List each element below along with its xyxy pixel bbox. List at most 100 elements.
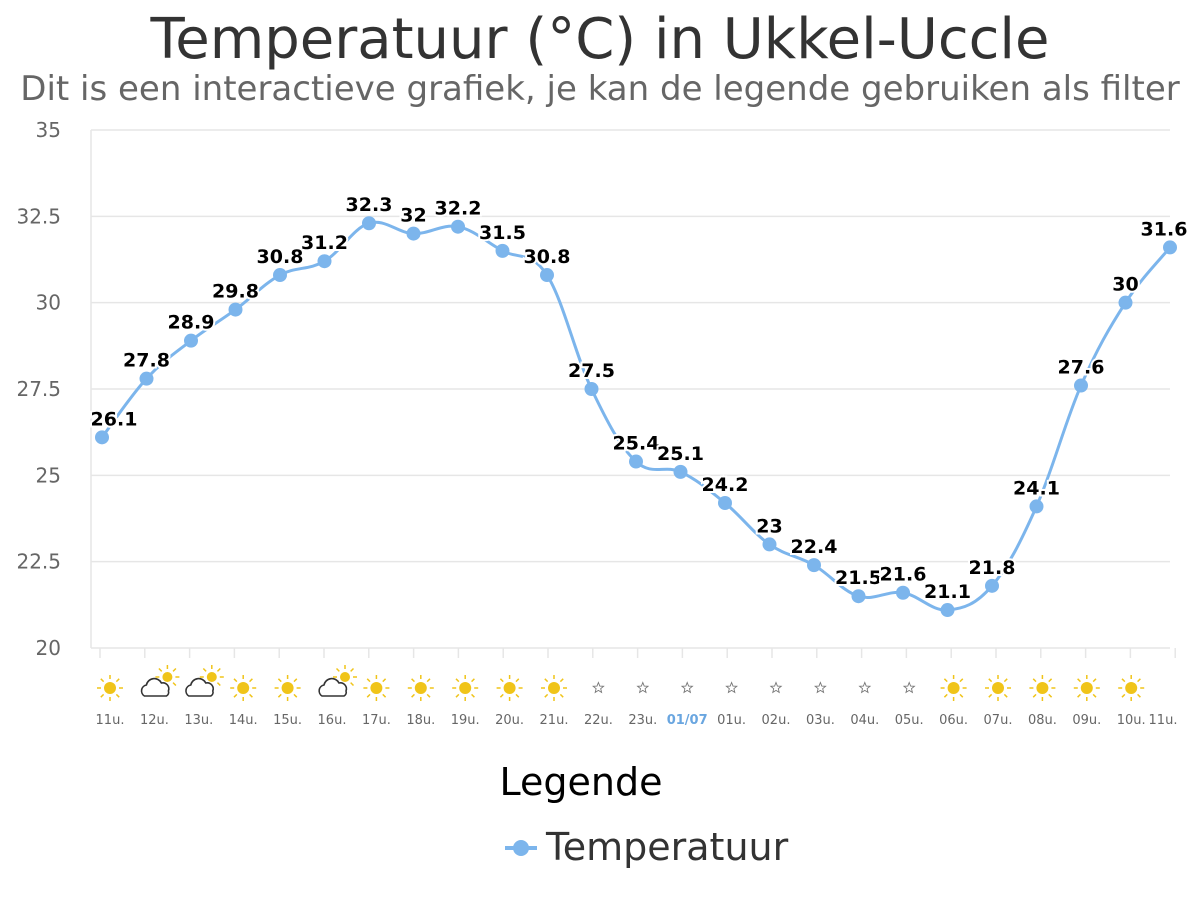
sun-ray <box>411 678 415 683</box>
data-label: 32 <box>400 205 426 227</box>
data-point[interactable] <box>362 216 376 231</box>
star-shape <box>902 681 916 694</box>
sun-disc <box>1036 682 1049 694</box>
data-point[interactable] <box>1118 295 1133 310</box>
data-point[interactable] <box>139 371 154 386</box>
data-point[interactable] <box>540 268 554 283</box>
sun-icon <box>274 675 301 701</box>
sun-disc <box>104 682 116 694</box>
sun-icon <box>496 675 523 701</box>
sun-ray <box>544 678 549 683</box>
data-point[interactable] <box>1163 240 1177 255</box>
x-tick-label: 07u. <box>984 713 1013 728</box>
y-axis: 20 22.5 25 27.5 30 32.5 35 <box>16 118 92 660</box>
sun-ray <box>1048 678 1053 683</box>
data-point[interactable] <box>317 254 332 269</box>
clear-night-icon <box>902 681 916 694</box>
sun-icon <box>1118 675 1145 701</box>
sun-disc <box>503 682 516 694</box>
data-point[interactable] <box>495 243 510 258</box>
sun-ray <box>559 693 564 698</box>
sun-ray <box>411 693 415 698</box>
data-label: 24.1 <box>1013 477 1060 499</box>
sun-ray <box>1048 693 1053 698</box>
sun-disc <box>340 672 350 682</box>
data-point[interactable] <box>718 495 732 510</box>
sun-ray <box>293 693 298 698</box>
sun-ray <box>172 667 177 672</box>
legend-title: Legende <box>500 760 663 804</box>
data-label: 25.1 <box>657 443 704 465</box>
x-tick-label: 08u. <box>1028 713 1057 728</box>
sun-ray <box>471 678 475 683</box>
sun-disc <box>206 672 217 682</box>
sun-ray <box>100 678 105 683</box>
sun-icon <box>407 675 434 701</box>
star-shape <box>858 681 872 694</box>
x-tick-label: 10u. <box>1117 713 1146 728</box>
sun-ray <box>455 678 460 683</box>
data-point[interactable] <box>584 382 599 396</box>
sun-disc <box>414 682 427 694</box>
data-point[interactable] <box>451 219 465 234</box>
sun-ray <box>988 693 993 698</box>
grid-lines <box>91 129 1170 649</box>
chart-title: Temperatuur (°C) in Ukkel-Uccle <box>150 7 1050 72</box>
data-point[interactable] <box>95 430 109 445</box>
sun-ray <box>499 678 504 683</box>
sun-ray <box>277 678 282 683</box>
data-point[interactable] <box>851 589 866 604</box>
y-tick-label: 20 <box>36 636 61 660</box>
sun-ray <box>366 693 371 698</box>
series-line[interactable] <box>100 220 1172 612</box>
data-point[interactable] <box>184 333 198 348</box>
sun-disc <box>237 682 250 694</box>
data-point[interactable] <box>406 226 421 241</box>
data-point[interactable] <box>228 302 243 317</box>
data-label: 21.6 <box>880 564 927 586</box>
data-point[interactable] <box>273 268 287 283</box>
data-label: 31.6 <box>1141 218 1188 240</box>
data-point[interactable] <box>762 537 777 552</box>
sun-ray <box>158 667 163 672</box>
data-point[interactable] <box>629 454 643 469</box>
data-label: 25.4 <box>613 433 660 455</box>
sun-disc <box>162 672 173 682</box>
data-point[interactable] <box>940 603 955 618</box>
data-point[interactable] <box>896 585 910 600</box>
x-tick-label: 16u. <box>318 713 347 728</box>
x-tick-label: 17u. <box>362 713 391 728</box>
legend-item-temperatuur[interactable]: Temperatuur <box>505 825 789 869</box>
sun-icon <box>97 675 123 701</box>
x-tick-label: 20u. <box>495 713 524 728</box>
y-tick-label: 22.5 <box>16 550 61 574</box>
data-label: 29.8 <box>212 281 259 303</box>
x-tick-label: 03u. <box>806 713 835 728</box>
sun-ray <box>1121 678 1126 683</box>
data-point[interactable] <box>985 578 999 593</box>
sun-ray <box>216 682 221 687</box>
data-labels: 26.127.828.929.830.831.232.3 32 32.231.530… <box>89 192 1190 605</box>
data-point[interactable] <box>1029 499 1044 514</box>
x-tick-label: 14u. <box>229 713 258 728</box>
sun-ray <box>202 667 207 672</box>
data-label: 30.8 <box>257 246 304 268</box>
weather-icons-row <box>97 665 1145 701</box>
sun-ray <box>959 678 964 683</box>
data-point[interactable] <box>673 464 688 479</box>
clear-night-icon <box>592 681 605 694</box>
series-temperatuur[interactable] <box>95 216 1177 618</box>
sun-disc <box>992 682 1004 694</box>
data-point[interactable] <box>807 558 821 573</box>
sun-ray <box>1092 678 1097 683</box>
data-label: 32.3 <box>346 194 393 216</box>
x-tick-label: 21u. <box>540 713 569 728</box>
star-shape <box>592 681 605 694</box>
legend-point-marker <box>513 840 529 856</box>
data-label: 32.2 <box>435 198 482 220</box>
sun-ray <box>382 693 387 698</box>
data-label: 30 <box>1112 274 1138 296</box>
data-point[interactable] <box>1074 378 1088 393</box>
sun-icon <box>541 675 567 701</box>
sun-ray <box>1137 678 1141 683</box>
